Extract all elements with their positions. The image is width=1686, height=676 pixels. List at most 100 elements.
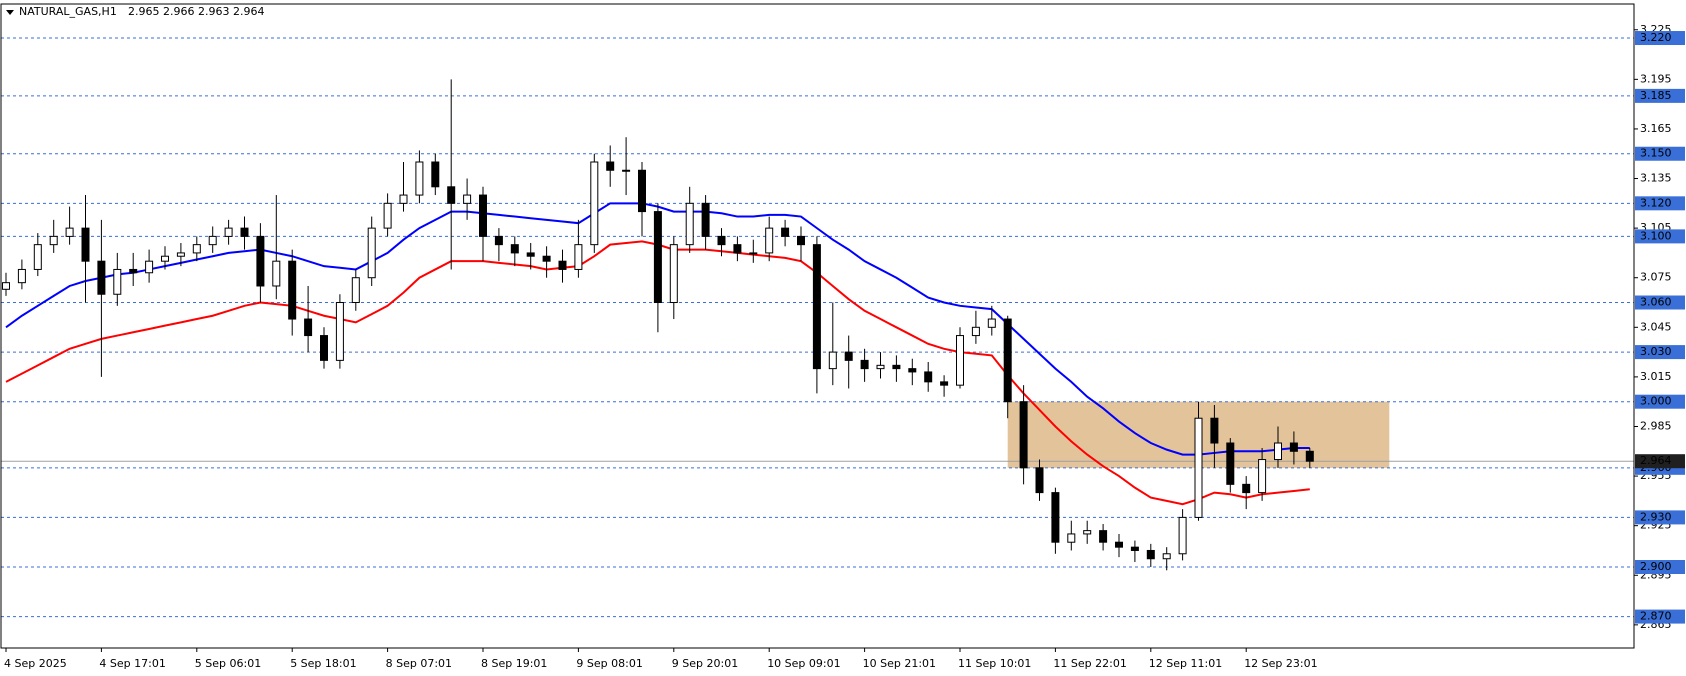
candle-body xyxy=(1305,450,1314,462)
candle-body xyxy=(272,260,281,287)
candle-body xyxy=(526,252,535,257)
candle-body xyxy=(399,194,408,204)
plot-area xyxy=(1,37,1634,618)
candle-body xyxy=(1226,442,1235,485)
x-tick-label: 9 Sep 20:01 xyxy=(672,657,738,670)
level-label: 2.900 xyxy=(1640,560,1672,573)
x-tick-label: 11 Sep 10:01 xyxy=(958,657,1031,670)
candle-body xyxy=(749,252,758,255)
candle-body xyxy=(1194,417,1203,518)
candle-body xyxy=(129,268,138,274)
candle-body xyxy=(892,364,901,370)
level-label-box xyxy=(1635,31,1685,46)
level-label: 2.870 xyxy=(1640,610,1672,623)
candle-body xyxy=(653,211,662,304)
candle-body xyxy=(797,235,805,246)
level-label-box xyxy=(1635,229,1685,244)
candle-body xyxy=(145,260,154,274)
x-tick-label: 10 Sep 09:01 xyxy=(767,657,840,670)
candle-body xyxy=(367,227,376,279)
candle-body xyxy=(1210,417,1219,444)
level-label-box xyxy=(1635,394,1685,409)
candle-body xyxy=(240,227,249,237)
x-tick-label: 8 Sep 07:01 xyxy=(386,657,452,670)
candle-body xyxy=(1242,483,1251,494)
candle-body xyxy=(288,260,297,320)
candle-body xyxy=(828,351,837,370)
chart-title: NATURAL_GAS,H1 xyxy=(19,5,117,18)
candle-body xyxy=(176,252,185,257)
candle-body xyxy=(208,235,217,246)
candle-body xyxy=(224,227,233,237)
candle-body xyxy=(956,335,964,386)
menu-arrow[interactable] xyxy=(6,10,14,15)
candle-body xyxy=(494,235,503,246)
x-tick-label: 4 Sep 17:01 xyxy=(99,657,165,670)
candle-body xyxy=(1178,516,1187,555)
candle-body xyxy=(1162,553,1171,560)
candle-body xyxy=(65,227,74,237)
candle-body xyxy=(781,227,790,237)
candle-body xyxy=(17,268,26,284)
level-label-box xyxy=(1635,295,1685,310)
candle-body xyxy=(1146,549,1155,560)
candle-body xyxy=(971,326,980,337)
candle-body xyxy=(1019,401,1028,469)
level-label: 3.120 xyxy=(1640,196,1672,209)
candle-body xyxy=(1258,459,1267,494)
candle-body xyxy=(81,227,90,262)
candle-body xyxy=(383,202,392,229)
current-price-box xyxy=(1635,454,1685,469)
x-tick-label: 12 Sep 23:01 xyxy=(1244,657,1317,670)
level-label: 3.220 xyxy=(1640,31,1672,44)
y-tick-label: 3.135 xyxy=(1640,172,1672,185)
x-tick-label: 5 Sep 18:01 xyxy=(290,657,356,670)
candle-body xyxy=(415,161,424,196)
candle-body xyxy=(606,161,615,171)
candle-body xyxy=(49,235,58,246)
x-tick-label: 5 Sep 06:01 xyxy=(195,657,261,670)
x-tick-label: 10 Sep 21:01 xyxy=(863,657,936,670)
candle-body xyxy=(876,364,885,370)
y-tick-label: 3.075 xyxy=(1640,271,1672,284)
current-price-label: 2.964 xyxy=(1640,454,1672,467)
candle-body xyxy=(860,359,869,370)
candle-body xyxy=(1003,318,1012,403)
candle-body xyxy=(304,318,313,337)
candle-body xyxy=(351,277,360,304)
y-tick-label: 2.985 xyxy=(1640,419,1672,432)
level-label-box xyxy=(1635,146,1685,161)
candle-body xyxy=(335,302,344,361)
candle-body xyxy=(717,235,726,246)
candle-body xyxy=(812,244,821,370)
candle-body xyxy=(908,368,917,373)
candle-body xyxy=(1051,492,1060,543)
level-label-box xyxy=(1635,609,1685,624)
candle-body xyxy=(320,335,328,361)
candle-body xyxy=(765,227,774,254)
candle-body xyxy=(1083,530,1092,535)
y-tick-label: 3.015 xyxy=(1640,370,1672,383)
level-label: 3.100 xyxy=(1640,229,1672,242)
candle-body xyxy=(1099,530,1108,543)
level-label: 2.930 xyxy=(1640,510,1672,523)
candle-body xyxy=(924,371,933,383)
x-tick-label: 12 Sep 11:01 xyxy=(1149,657,1222,670)
level-label: 3.000 xyxy=(1640,395,1672,408)
candle-body xyxy=(669,244,678,304)
candle-body xyxy=(590,161,599,246)
candle-body xyxy=(113,268,122,295)
x-tick-label: 4 Sep 2025 xyxy=(4,657,67,670)
candle-body xyxy=(192,244,201,254)
candle-body xyxy=(1130,546,1139,551)
plot-border xyxy=(0,3,1635,649)
candle-body xyxy=(1289,442,1298,452)
x-tick-label: 11 Sep 22:01 xyxy=(1053,657,1126,670)
candle-body xyxy=(558,260,567,270)
x-tick-label: 8 Sep 19:01 xyxy=(481,657,547,670)
level-label-box xyxy=(1635,196,1685,211)
level-label: 3.060 xyxy=(1640,296,1672,309)
candle-body xyxy=(1115,541,1123,548)
